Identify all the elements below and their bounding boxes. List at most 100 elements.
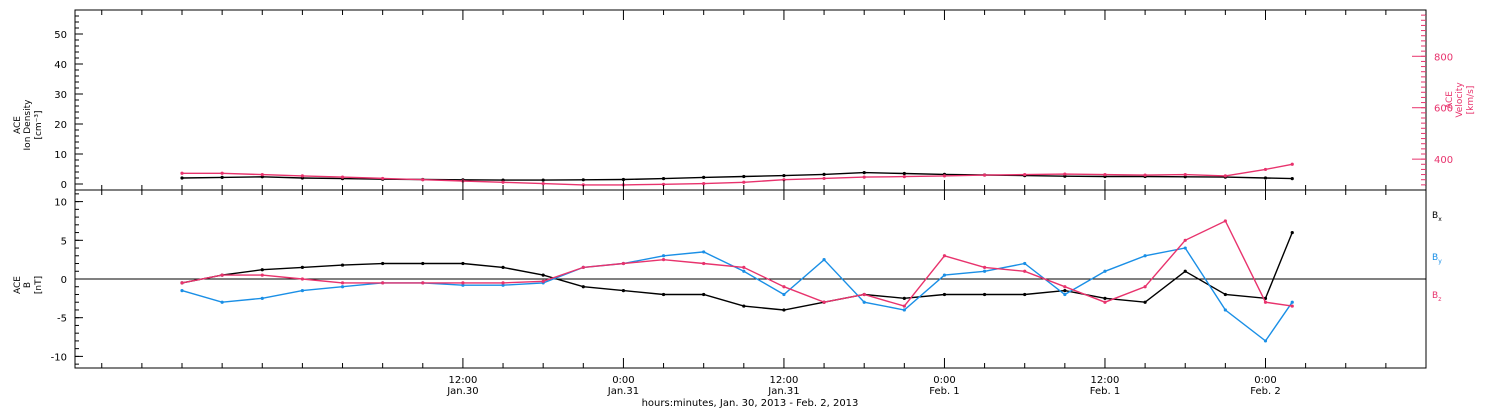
data-point [501, 180, 505, 184]
data-point [1183, 172, 1187, 177]
data-point [260, 268, 264, 272]
series-line-pink [182, 163, 1293, 186]
data-point [982, 173, 987, 177]
data-point [581, 285, 585, 289]
top-panel-frame [74, 9, 1427, 191]
data-point [1063, 285, 1067, 289]
x-tick-date-label: Jan.30 [446, 386, 478, 397]
x-tick-date-label: Feb. 1 [929, 386, 959, 397]
data-point [1023, 292, 1027, 297]
data-point [381, 176, 385, 181]
x-tick-time-label: 12:00 [1091, 375, 1120, 386]
data-point [661, 177, 666, 181]
data-point [1263, 300, 1268, 304]
data-point [702, 175, 706, 179]
data-point [1263, 167, 1268, 172]
bottom-left-tick-label: -10 [51, 352, 67, 363]
data-point [942, 254, 947, 258]
data-point [1023, 172, 1027, 177]
bottom-ylabel-left-3: [nT] [34, 276, 44, 294]
top-left-tick-label: 40 [54, 60, 67, 71]
data-point [702, 250, 706, 254]
top-left-axis: 0 10 20 30 40 50 [54, 15, 83, 191]
bottom-left-tick-label: -5 [57, 314, 67, 325]
data-point [381, 261, 385, 266]
data-point [1103, 300, 1107, 304]
x-tick-time-label: 0:00 [612, 375, 634, 386]
data-point [782, 285, 786, 289]
data-point [902, 308, 906, 312]
x-tick-time-label: 0:00 [933, 375, 955, 386]
data-point [822, 172, 826, 176]
data-point [1103, 269, 1107, 273]
data-point [581, 183, 585, 187]
data-point [822, 300, 826, 304]
top-ylabel-right-3: [km/s] [1466, 86, 1476, 115]
data-point [742, 269, 746, 273]
data-point [621, 177, 626, 182]
data-point [461, 283, 465, 287]
data-point [862, 300, 866, 304]
top-ylabel-left-2: Ion Density [23, 99, 33, 151]
data-point [501, 283, 505, 287]
data-point [421, 261, 425, 266]
data-point [702, 181, 706, 186]
data-point [1223, 308, 1227, 312]
data-point [340, 285, 345, 289]
data-point [902, 175, 906, 179]
top-ylabel-left-1: ACE [13, 116, 23, 134]
top-panel: 0 10 20 30 40 50 400 600 800 ACE Ion Density [c… [13, 9, 1476, 191]
data-point [461, 281, 465, 285]
data-point [300, 265, 304, 269]
bottom-left-axis: -10 -5 0 5 10 [51, 193, 83, 365]
data-point [541, 178, 545, 182]
data-point [1290, 304, 1294, 308]
data-point [300, 289, 304, 293]
data-point [942, 273, 947, 277]
data-point [742, 174, 746, 179]
data-point [1023, 269, 1027, 273]
data-point [220, 273, 224, 277]
data-point [621, 289, 626, 293]
data-point [381, 281, 385, 285]
data-point [1290, 230, 1294, 235]
data-point [260, 175, 264, 179]
data-point [782, 174, 786, 178]
data-point [1183, 246, 1187, 250]
top-ylabel-right-1: ACE [1445, 91, 1455, 109]
data-point [340, 263, 345, 267]
top-ylabel-right-2: Velocity [1455, 82, 1465, 118]
data-point [742, 265, 746, 269]
data-point [461, 261, 465, 266]
data-point [541, 279, 545, 283]
bottom-left-tick-label: 10 [54, 198, 67, 209]
top-left-tick-label: 30 [54, 90, 67, 101]
data-point [1290, 162, 1294, 166]
top-right-tick-label: 800 [1434, 52, 1453, 63]
bottom-ylabel-left-1: ACE [13, 276, 23, 294]
data-point [1183, 175, 1187, 179]
data-point [180, 171, 184, 175]
data-point [1063, 172, 1067, 176]
data-point [942, 174, 947, 178]
top-series-group [180, 162, 1294, 187]
data-point [180, 176, 184, 180]
bottom-series-group [180, 219, 1294, 343]
data-point [421, 178, 425, 182]
data-point [220, 171, 224, 175]
data-point [1290, 300, 1294, 304]
top-left-tick-label: 20 [54, 120, 67, 131]
data-point [260, 172, 264, 177]
data-point [702, 292, 706, 297]
data-point [1223, 292, 1227, 297]
data-point [1263, 176, 1268, 180]
x-tick-date-label: Feb. 2 [1250, 386, 1280, 397]
data-point [742, 180, 746, 184]
data-point [260, 273, 264, 277]
top-left-tick-label: 0 [61, 180, 67, 191]
data-point [661, 182, 666, 186]
legend-bz: Bz [1432, 291, 1441, 303]
top-right-tick-label: 600 [1434, 104, 1453, 115]
data-point [1063, 289, 1067, 293]
data-point [742, 304, 746, 308]
